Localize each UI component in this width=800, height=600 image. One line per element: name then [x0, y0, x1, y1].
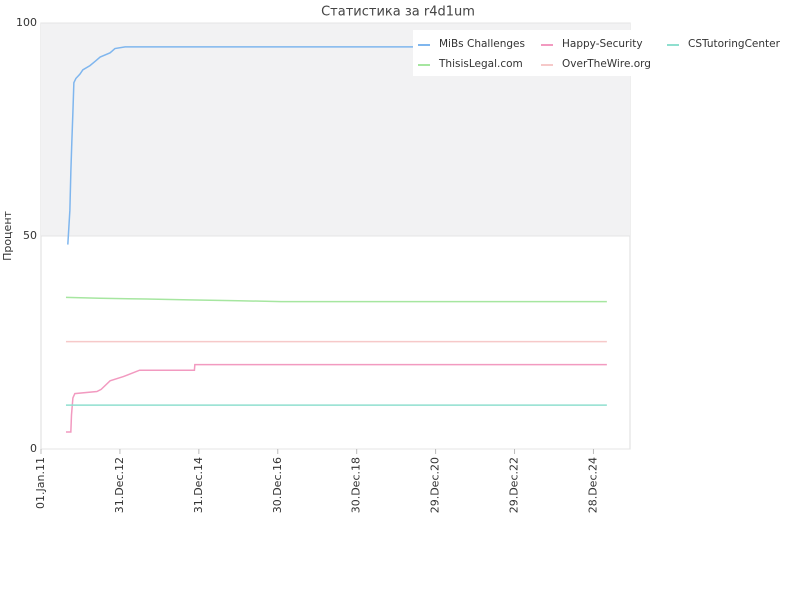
x-tick-label: 31.Dec.14 — [192, 457, 205, 513]
y-axis-label: Процент — [1, 210, 14, 260]
y-tick-label: 0 — [30, 442, 37, 455]
y-tick-label: 50 — [23, 229, 37, 242]
x-tick-label: 30.Dec.16 — [271, 457, 284, 513]
legend-label: Happy-Security — [562, 38, 643, 50]
legend-label: OverTheWire.org — [562, 58, 651, 70]
x-tick-label: 01.Jan.11 — [34, 457, 47, 509]
chart-title: Статистика за r4d1um — [321, 5, 475, 20]
legend-label: CSTutoringCenter — [688, 38, 781, 50]
x-tick-label: 29.Dec.20 — [429, 457, 442, 513]
legend-box — [413, 30, 643, 76]
y-tick-label: 100 — [16, 16, 37, 29]
series-line — [65, 363, 607, 433]
legend-label: MiBs Challenges — [439, 38, 525, 50]
x-tick-label: 28.Dec.24 — [586, 457, 599, 513]
legend-label: ThisisLegal.com — [438, 58, 523, 70]
series-line — [65, 296, 607, 303]
x-tick-label: 29.Dec.22 — [508, 457, 521, 513]
x-tick-label: 31.Dec.12 — [113, 457, 126, 513]
x-tick-label: 30.Dec.18 — [350, 457, 363, 513]
series-line — [67, 46, 607, 245]
